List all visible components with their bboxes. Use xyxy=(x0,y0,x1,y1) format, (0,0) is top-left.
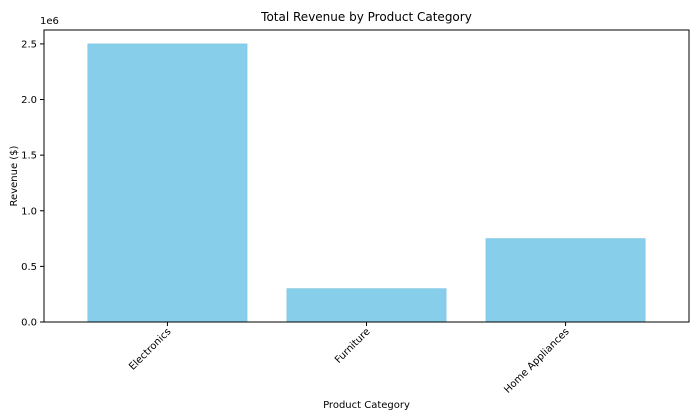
y-tick-label: 0.5 xyxy=(21,262,37,273)
y-tick-label: 2.0 xyxy=(21,95,37,106)
y-tick-label: 0.0 xyxy=(21,318,37,329)
bar-electronics xyxy=(87,43,248,323)
x-tick-label: Electronics xyxy=(127,326,173,372)
chart-title: Total Revenue by Product Category xyxy=(260,10,472,24)
plot-area-frame xyxy=(43,29,690,323)
bar-home-appliances xyxy=(485,238,646,323)
x-tick-label: Furniture xyxy=(333,326,373,366)
y-tick-label: 1.0 xyxy=(21,206,37,217)
y-axis-offset-label: 1e6 xyxy=(40,16,59,27)
bars-group xyxy=(87,43,646,323)
y-tick-label: 1.5 xyxy=(21,151,37,162)
bar-furniture xyxy=(286,288,447,323)
y-axis-ticks: 0.0 0.5 1.0 1.5 2.0 2.5 xyxy=(21,39,44,329)
x-tick-label: Home Appliances xyxy=(502,326,571,395)
y-axis-label: Revenue ($) xyxy=(9,145,20,206)
x-axis-ticks: Electronics Furniture Home Appliances xyxy=(127,322,572,396)
x-axis-label: Product Category xyxy=(323,400,410,411)
y-tick-label: 2.5 xyxy=(21,39,37,50)
